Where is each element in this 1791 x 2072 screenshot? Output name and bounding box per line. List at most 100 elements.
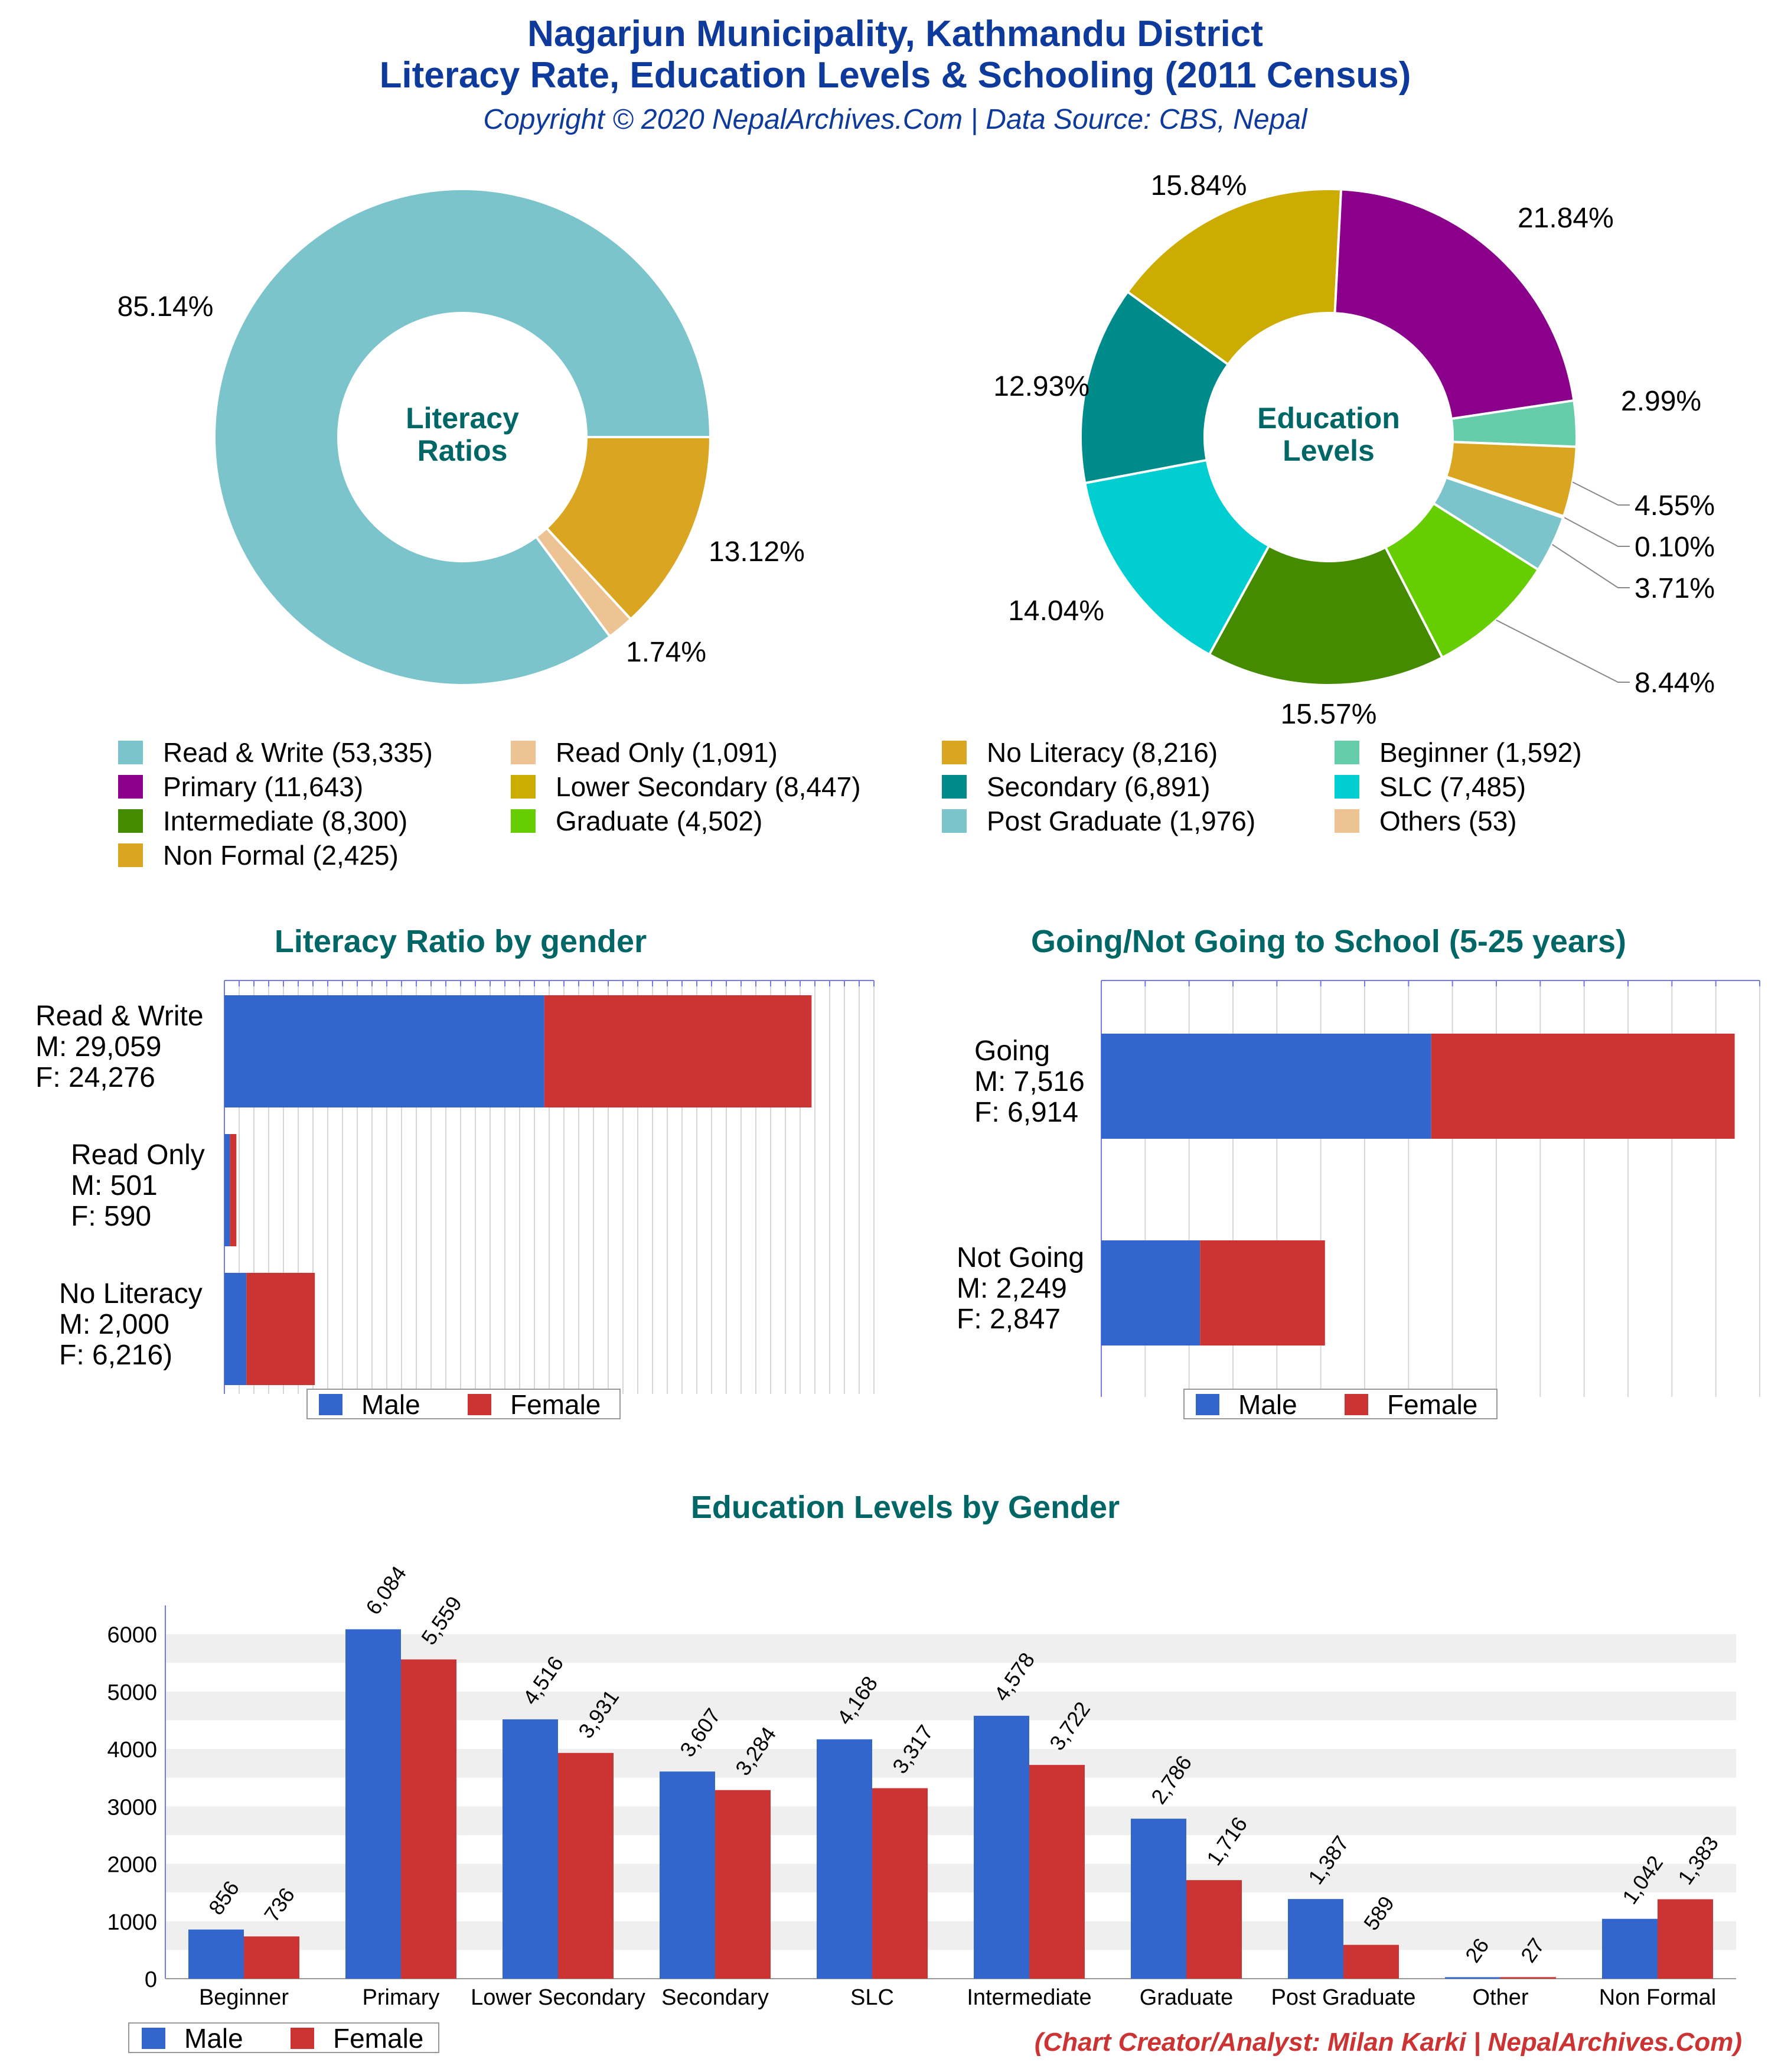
male-bar-other [1445, 1977, 1500, 1979]
legend-label: Graduate (4,502) [556, 806, 762, 836]
slice-non-formal [1444, 441, 1578, 518]
slice-primary [1333, 188, 1575, 421]
legend-label: Lower Secondary (8,447) [556, 771, 861, 802]
legend-swatch [942, 775, 967, 799]
slice-percent-label: 13.12% [709, 536, 805, 568]
footer-credit: (Chart Creator/Analyst: Milan Karki | Ne… [1035, 2028, 1742, 2057]
leader-line [1496, 619, 1630, 683]
slice-lower-secondary [1126, 188, 1343, 366]
category-label: Read Only [71, 1139, 205, 1171]
education-gender-title: Education Levels by Gender [691, 1490, 1120, 1525]
slice-no-literacy [544, 436, 712, 621]
slice-percent-label: 12.93% [993, 371, 1089, 402]
slice-secondary [1079, 290, 1230, 485]
male-bar-non-formal [1602, 1918, 1658, 1979]
legend-swatch [118, 775, 143, 799]
female-bar-intermediate [1029, 1765, 1085, 1979]
donut2-center-title: Education Levels [1257, 402, 1400, 467]
slice-percent-label: 15.84% [1151, 170, 1247, 201]
legend-swatch [291, 2028, 314, 2049]
male-bar-no-literacy [224, 1273, 247, 1385]
leader-line [1572, 481, 1630, 506]
category-label: M: 29,059 [35, 1031, 161, 1063]
leader-line [1563, 516, 1630, 547]
legend-label: Male [361, 1389, 420, 1420]
bar-legend: Male Female [1183, 1389, 1498, 1420]
male-bar-slc [817, 1739, 872, 1979]
x-category-label: Post Graduate [1271, 1985, 1415, 2010]
female-bar-lower-secondary [558, 1752, 614, 1979]
bar-value-label: 6,084 [361, 1562, 411, 1619]
legend-swatch [511, 809, 536, 833]
legend-label: No Literacy (8,216) [987, 737, 1218, 768]
category-label: F: 590 [71, 1201, 151, 1232]
legend-label: Read & Write (53,335) [163, 737, 433, 768]
category-label: Not Going [957, 1242, 1084, 1273]
legend-swatch [511, 741, 536, 764]
y-tick-label: 3000 [107, 1795, 157, 1820]
female-bar-post-graduate [1343, 1944, 1399, 1979]
female-bar-not-going [1200, 1240, 1325, 1346]
female-bar-secondary [715, 1790, 771, 1979]
category-label: F: 6,914 [974, 1097, 1078, 1128]
education-levels-donut: 2.99% 4.55% 0.10% 3.71% 8.44% 15.57% 14.04% 12.… [993, 170, 1715, 730]
legend-label: Female [1387, 1389, 1477, 1420]
x-category-label: Other [1472, 1985, 1528, 2010]
female-bar-graduate [1186, 1880, 1242, 1979]
category-label: M: 2,000 [59, 1309, 169, 1340]
legend-label: Read Only (1,091) [556, 737, 778, 768]
y-tick-label: 1000 [107, 1910, 157, 1935]
female-bar-primary [401, 1659, 456, 1979]
legend-label: Post Graduate (1,976) [987, 806, 1255, 836]
y-tick-label: 2000 [107, 1853, 157, 1878]
female-bar-non-formal [1658, 1899, 1713, 1979]
male-bar-not-going [1101, 1240, 1200, 1346]
legend-label: Non Formal (2,425) [163, 840, 399, 871]
slice-percent-label: 0.10% [1635, 532, 1715, 563]
female-bar-other [1500, 1977, 1556, 1979]
legend-swatch [319, 1394, 342, 1415]
grid-band [165, 1634, 1736, 1663]
male-bar-read-write [224, 995, 544, 1107]
x-category-label: SLC [850, 1985, 894, 2010]
legend-label: Beginner (1,592) [1379, 737, 1582, 768]
slice-percent-label: 85.14% [118, 291, 214, 322]
legend-swatch [1335, 775, 1359, 799]
y-tick-label: 4000 [107, 1738, 157, 1762]
male-bar-read-only [224, 1134, 230, 1246]
category-label: F: 2,847 [957, 1304, 1061, 1335]
main-title-line2: Literacy Rate, Education Levels & School… [380, 55, 1411, 96]
slice-read-write [213, 188, 712, 686]
legend-swatch [118, 809, 143, 833]
female-bar-slc [872, 1788, 928, 1979]
male-bar-primary [345, 1629, 401, 1979]
bar-legend: Male Female [128, 2022, 439, 2054]
female-bar-beginner [244, 1936, 299, 1979]
main-title-line1: Nagarjun Municipality, Kathmandu Distric… [527, 14, 1263, 54]
x-category-label: Secondary [661, 1985, 769, 2010]
female-bar-read-write [544, 995, 812, 1107]
female-bar-going [1431, 1034, 1735, 1139]
legend-label: Female [510, 1389, 601, 1420]
male-bar-post-graduate [1288, 1899, 1343, 1979]
copyright-line: Copyright © 2020 NepalArchives.Com | Dat… [483, 104, 1307, 135]
male-bar-lower-secondary [503, 1719, 558, 1979]
slice-percent-label: 8.44% [1635, 667, 1715, 699]
category-label: Read & Write [35, 1001, 204, 1032]
male-bar-secondary [660, 1771, 715, 1979]
literacy-gender-title: Literacy Ratio by gender [275, 924, 647, 959]
slice-percent-label: 15.57% [1281, 699, 1377, 730]
legend-swatch [942, 809, 967, 833]
legend-label: Secondary (6,891) [987, 771, 1210, 802]
legend-box [306, 1389, 621, 1419]
male-bar-intermediate [974, 1715, 1029, 1979]
legend-swatch [1335, 809, 1359, 833]
legend-box [1183, 1389, 1498, 1419]
slice-percent-label: 2.99% [1621, 386, 1701, 417]
legend-label: Others (53) [1379, 806, 1517, 836]
slice-percent-label: 4.55% [1635, 490, 1715, 522]
category-label: F: 24,276 [35, 1062, 155, 1093]
